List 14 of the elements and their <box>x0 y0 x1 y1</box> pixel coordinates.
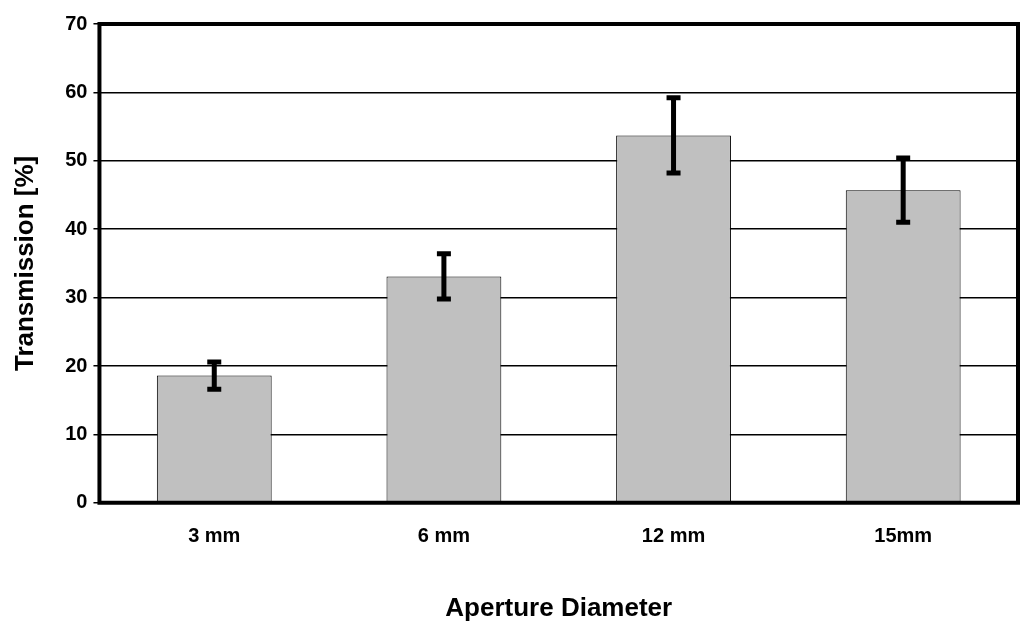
y-tick-label: 70 <box>65 11 88 34</box>
x-tick-label: 3 mm <box>188 524 241 547</box>
x-axis-title: Aperture Diameter <box>445 591 673 622</box>
y-tick-label: 40 <box>65 216 88 239</box>
y-axis-title: Transmission [%] <box>8 155 39 372</box>
x-tick-label: 15mm <box>874 524 933 547</box>
y-tick-label: 30 <box>65 285 88 308</box>
x-tick-label: 6 mm <box>417 524 471 547</box>
y-tick-label: 10 <box>65 421 88 444</box>
y-tick-label: 20 <box>65 353 88 376</box>
y-tick-label: 60 <box>65 79 88 102</box>
y-tick-label: 0 <box>76 490 88 513</box>
x-tick-label: 12 mm <box>641 524 706 547</box>
y-tick-label: 50 <box>65 148 88 171</box>
